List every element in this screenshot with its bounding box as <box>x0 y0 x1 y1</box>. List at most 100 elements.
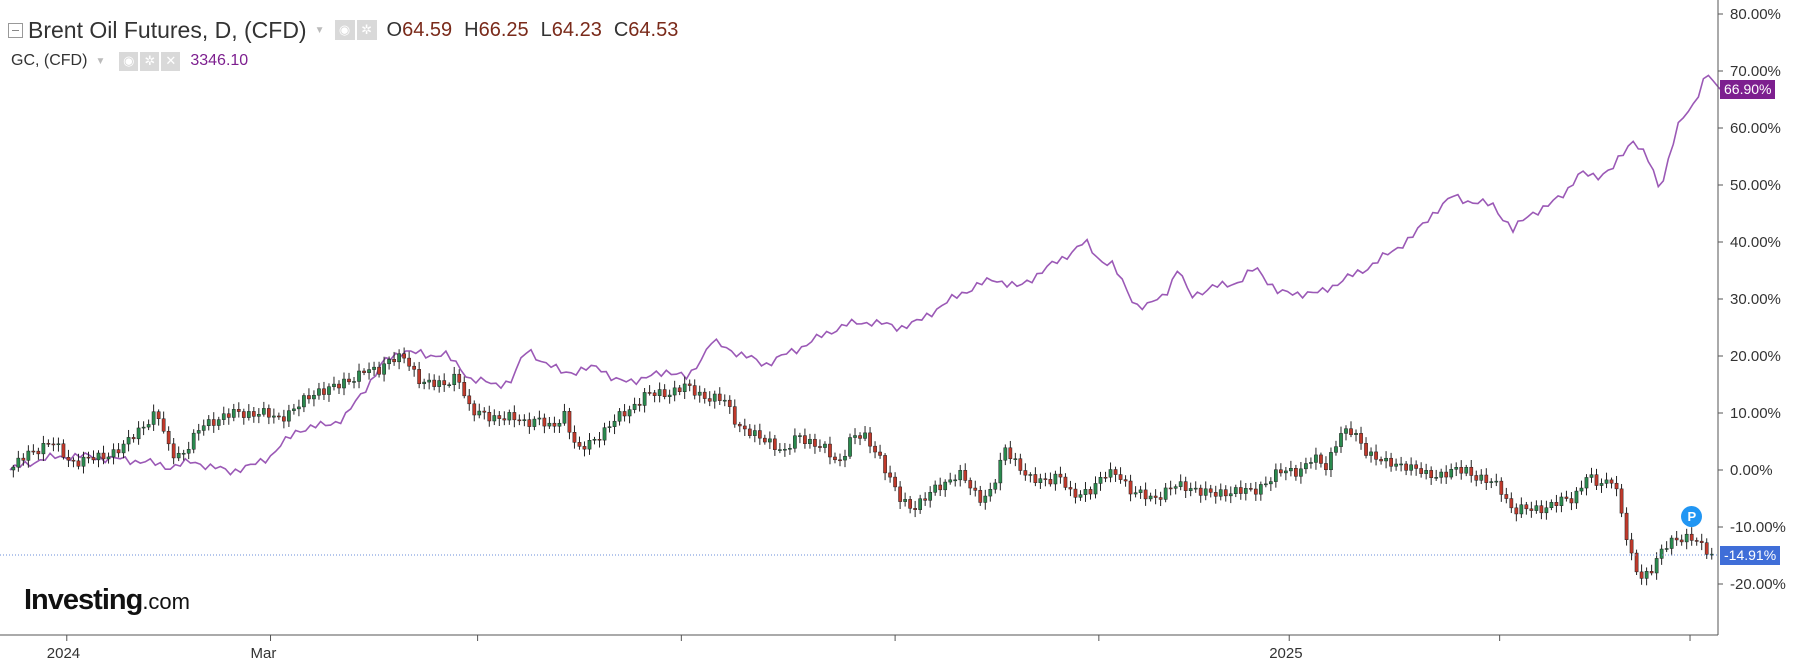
candle <box>412 362 416 377</box>
candle <box>201 419 206 436</box>
candle <box>1118 467 1123 484</box>
candle <box>783 443 787 457</box>
candle <box>1384 451 1388 469</box>
brent-candles-series <box>11 347 1714 586</box>
candle <box>282 409 286 429</box>
candle <box>918 494 922 514</box>
candle <box>347 372 351 385</box>
candle <box>1314 447 1318 470</box>
candle <box>1634 549 1639 576</box>
high-label: H <box>464 18 479 41</box>
candle <box>662 384 667 400</box>
brent-title[interactable]: Brent Oil Futures, D, (CFD) <box>28 16 307 43</box>
candle <box>978 485 983 506</box>
candle <box>512 405 517 428</box>
candle <box>307 388 311 404</box>
candle <box>923 492 928 506</box>
candle <box>442 373 447 392</box>
price-tick-label: -20.00% <box>1730 576 1786 593</box>
candle <box>958 464 963 487</box>
candle <box>818 439 822 452</box>
candle <box>1659 544 1664 565</box>
price-axis[interactable]: 80.00% 70.00% 60.00% 50.00% 40.00% 30.00% 20.0… <box>1718 6 1786 593</box>
chevron-down-icon[interactable]: ▼ <box>95 55 106 67</box>
candle <box>742 418 747 437</box>
price-tick-label: 60.00% <box>1730 120 1781 137</box>
candle <box>221 406 226 426</box>
candle <box>1078 490 1083 501</box>
candle <box>1574 487 1579 509</box>
candle <box>843 449 847 468</box>
candle <box>1589 467 1594 483</box>
candle <box>1599 478 1604 493</box>
time-axis[interactable]: 2024 Mar 2025 <box>47 635 1691 662</box>
candle <box>1103 471 1108 483</box>
gear-icon[interactable]: ✲ <box>356 20 377 40</box>
candle <box>642 387 647 413</box>
candle <box>111 443 116 465</box>
candle <box>261 401 266 417</box>
legend-gc: GC, (CFD) ▼ ◉ ✲ ✕ 3346.10 <box>11 50 248 72</box>
candle <box>1669 535 1674 556</box>
marker-badge[interactable]: P <box>1681 506 1703 527</box>
candle <box>1649 564 1654 576</box>
candle <box>1624 507 1629 546</box>
candle <box>1679 534 1684 546</box>
candle <box>1043 472 1048 487</box>
candle <box>567 407 572 440</box>
candle <box>1319 452 1323 468</box>
candle <box>1324 456 1328 476</box>
candle <box>71 457 76 468</box>
candle <box>883 453 887 481</box>
candle <box>527 412 532 434</box>
candle <box>1539 500 1544 520</box>
close-icon[interactable]: ✕ <box>161 51 181 71</box>
candle <box>1684 528 1689 550</box>
candle <box>191 429 196 454</box>
candle <box>1108 462 1113 483</box>
candle <box>492 409 497 426</box>
candle <box>1183 476 1188 498</box>
candle <box>652 389 657 403</box>
candle <box>11 464 16 478</box>
candle <box>1484 468 1489 490</box>
visibility-icon[interactable]: ◉ <box>119 51 139 71</box>
gc-title[interactable]: GC, (CFD) <box>11 52 88 69</box>
candle <box>146 419 151 431</box>
candle <box>863 426 867 442</box>
candle <box>943 479 948 497</box>
gear-icon[interactable]: ✲ <box>140 51 160 71</box>
candle <box>557 419 562 433</box>
candle <box>1359 426 1363 450</box>
candle <box>121 440 126 459</box>
candle <box>171 438 176 465</box>
candle <box>1704 538 1709 559</box>
candle <box>357 363 361 389</box>
candle <box>422 378 427 390</box>
candle <box>702 388 707 404</box>
candle <box>211 412 216 433</box>
candle <box>166 426 171 451</box>
candle <box>382 356 386 382</box>
candle <box>1008 440 1013 464</box>
chevron-down-icon[interactable]: ▼ <box>314 24 325 36</box>
gc-value: 3346.10 <box>190 52 249 69</box>
visibility-icon[interactable]: ◉ <box>334 20 355 40</box>
candle <box>407 351 411 371</box>
candle <box>161 411 166 434</box>
candle <box>838 453 842 467</box>
candle <box>151 404 156 431</box>
candle <box>116 443 121 458</box>
candle <box>1379 456 1383 465</box>
candle <box>1309 457 1313 469</box>
candle <box>367 362 371 380</box>
candle <box>1474 470 1479 487</box>
candle <box>1544 500 1549 520</box>
candle <box>1028 472 1033 483</box>
candle <box>1654 552 1659 580</box>
collapse-icon[interactable] <box>8 22 23 38</box>
candle <box>1203 481 1208 501</box>
candle <box>317 382 321 400</box>
time-tick-label: 2024 <box>47 645 80 662</box>
